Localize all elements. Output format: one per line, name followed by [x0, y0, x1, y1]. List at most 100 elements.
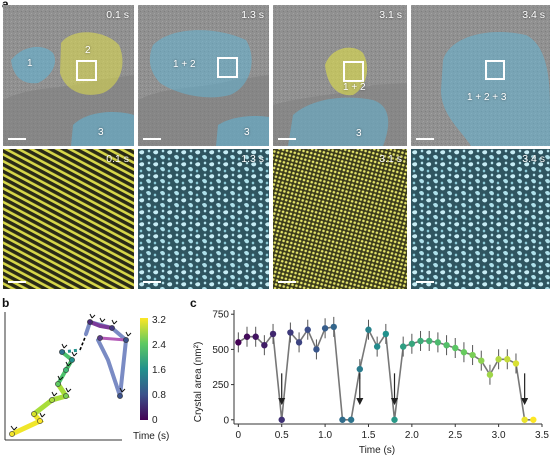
data-point — [330, 323, 337, 331]
time-label: 3.1 s — [379, 153, 402, 165]
scale-bar — [416, 280, 434, 283]
scale-bar — [8, 280, 26, 283]
tem-tile-4: 3.4 s 1 + 2 + 3 — [411, 5, 550, 146]
scale-bar — [278, 137, 296, 140]
data-point — [252, 333, 259, 340]
data-point — [295, 339, 303, 346]
data-point — [512, 360, 520, 367]
scale-bar — [416, 137, 434, 140]
y-tick-label: 250 — [212, 380, 229, 391]
panel-c: 0 250 500 750 0 0.5 1.0 1.5 2.0 2.5 3.0 3.5 Crystal… — [190, 300, 554, 457]
x-tick-label: 1.5 — [362, 430, 376, 441]
data-point — [287, 329, 294, 336]
region-label: 3 — [98, 127, 104, 138]
region-label: 2 — [85, 45, 91, 56]
trajectory-segment — [99, 336, 127, 342]
data-point — [399, 343, 407, 350]
data-point — [452, 344, 459, 352]
data-point — [304, 326, 311, 333]
data-point — [347, 416, 355, 423]
roi-square — [485, 60, 505, 80]
scale-bar — [143, 280, 161, 283]
data-point — [382, 330, 390, 338]
colorbar-tick: 2.4 — [152, 340, 166, 351]
trajectory-plot: 0 0.8 1.6 2.4 3.2 Time (s) — [4, 312, 169, 442]
data-point — [408, 340, 416, 347]
tem-tile-2: 1.3 s 1 + 2 3 — [138, 5, 269, 146]
data-point — [313, 346, 320, 353]
x-tick-label: 3.5 — [535, 430, 549, 441]
data-point — [460, 349, 468, 356]
time-label: 1.3 s — [241, 9, 264, 21]
data-point — [269, 330, 277, 338]
region-label: 1 + 2 — [173, 59, 196, 70]
data-point — [434, 339, 442, 346]
colorbar — [140, 318, 148, 420]
tem-image-1 — [3, 5, 134, 146]
y-tick-label: 0 — [223, 415, 229, 426]
crystal-lattice-image-1 — [3, 149, 134, 289]
time-label: 0.1 s — [106, 153, 129, 165]
data-point — [426, 337, 433, 345]
panel-label-c: c — [190, 296, 197, 310]
trajectory-segment — [89, 320, 113, 330]
colorbar-tick: 0.8 — [152, 390, 166, 401]
data-point — [530, 416, 537, 423]
data-point — [235, 339, 242, 346]
crystal-lattice-image-2 — [273, 149, 407, 289]
y-axis-label: Crystal area (nm²) — [193, 342, 204, 423]
panel-label-b: b — [2, 296, 10, 310]
region-label: 1 + 2 — [343, 82, 366, 93]
amorphous-image-1 — [138, 149, 269, 289]
time-label: 0.1 s — [106, 9, 129, 21]
roi-square — [76, 60, 97, 81]
data-point — [243, 333, 251, 340]
data-point — [261, 341, 268, 349]
roi-square — [217, 57, 238, 78]
data-point — [486, 371, 494, 378]
data-point — [521, 416, 528, 423]
panel-b: 0 0.8 1.6 2.4 3.2 Time (s) — [0, 300, 190, 457]
data-point — [469, 351, 476, 359]
trajectory-points — [9, 319, 129, 437]
x-tick-label: 3.0 — [492, 430, 506, 441]
crystal-area-chart: 0 250 500 750 0 0.5 1.0 1.5 2.0 2.5 3.0 3.5 Crystal… — [193, 310, 549, 456]
colorbar-tick: 0 — [152, 415, 158, 426]
x-tick-label: 0.5 — [275, 430, 289, 441]
y-tick-label: 500 — [212, 345, 229, 356]
tem-image-2 — [138, 5, 269, 146]
colorbar-tick: 3.2 — [152, 315, 166, 326]
data-point — [321, 325, 329, 332]
region-label: 1 + 2 + 3 — [467, 92, 507, 103]
data-point — [417, 337, 424, 345]
data-point — [339, 416, 346, 423]
x-tick-label: 2.0 — [405, 430, 419, 441]
scale-bar — [278, 280, 296, 283]
data-point — [373, 343, 381, 350]
data-point — [391, 416, 398, 423]
data-point — [278, 416, 285, 423]
time-label: 1.3 s — [241, 153, 264, 165]
trajectory-segment — [84, 319, 129, 397]
region-label: 1 — [27, 58, 33, 69]
data-point — [356, 365, 364, 373]
trajectory-segment — [31, 381, 70, 417]
time-label: 3.1 s — [379, 9, 402, 21]
time-label: 3.4 s — [522, 9, 545, 21]
tem-tile-3: 3.1 s 1 + 2 3 — [273, 5, 407, 146]
time-label: 3.4 s — [522, 153, 545, 165]
tem-tile-1: 0.1 s 1 2 3 — [3, 5, 134, 146]
hrtem-tile-4: 3.4 s — [411, 149, 550, 289]
scale-bar — [143, 137, 161, 140]
hrtem-tile-1: 0.1 s — [3, 149, 134, 289]
data-point — [365, 326, 372, 333]
region-label: 3 — [356, 128, 362, 139]
x-tick-label: 1.0 — [318, 430, 332, 441]
trajectory-segment — [9, 411, 45, 437]
scale-bar — [8, 137, 26, 140]
data-point — [443, 341, 450, 349]
colorbar-label: Time (s) — [133, 431, 169, 442]
hrtem-tile-2: 1.3 s — [138, 149, 269, 289]
data-point — [495, 356, 502, 363]
region-label: 3 — [244, 127, 250, 138]
